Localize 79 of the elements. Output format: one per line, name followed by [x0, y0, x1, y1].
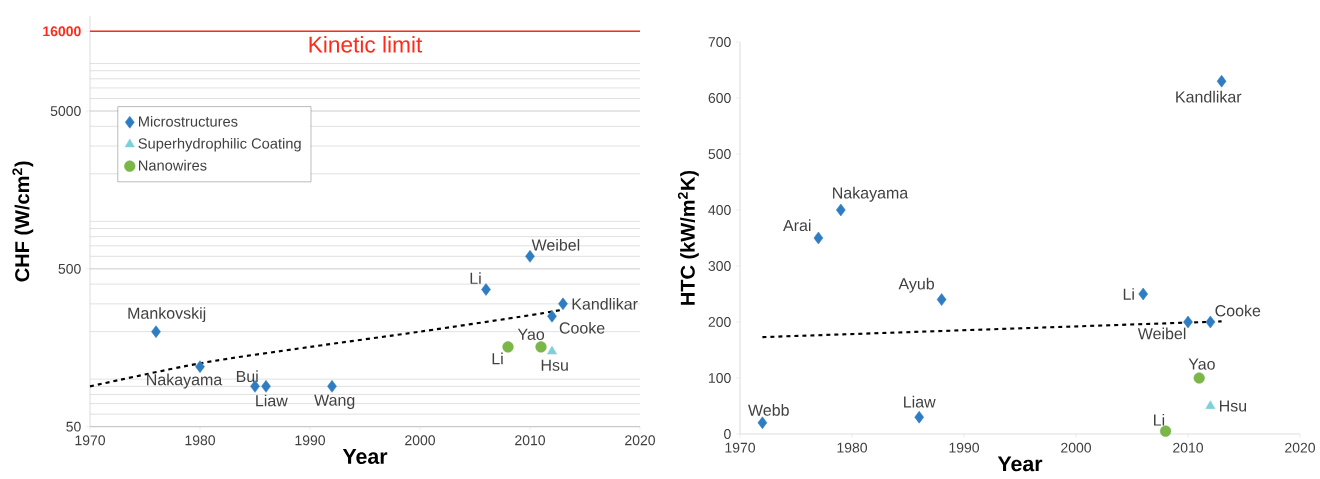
annotation: Mankovskij [128, 307, 206, 323]
y-tick-label: 400 [708, 205, 731, 216]
annotation: Nakayama [833, 186, 909, 202]
y-tick-label: 500 [708, 149, 731, 160]
annotation: Yao [1188, 358, 1215, 370]
annotation: Hsu [1219, 400, 1247, 412]
x-tick-label: 2020 [1285, 442, 1316, 453]
x-tick-label: 1970 [725, 442, 756, 453]
point [1205, 400, 1216, 410]
ref-line-label: Kinetic limit [309, 36, 423, 53]
point [813, 231, 824, 245]
y-axis-title: HTC (kW/m$^{2}$K) [677, 171, 699, 305]
legend-label: Microstructures [139, 116, 238, 127]
x-tick-label: 1980 [185, 435, 216, 446]
point [914, 411, 924, 424]
point [1216, 75, 1227, 88]
point [525, 250, 535, 263]
x-tick-label: 2000 [405, 435, 436, 446]
legend-label: Superhydrophilic Coating [138, 138, 301, 152]
point [261, 380, 271, 393]
annotation: Li [470, 272, 481, 285]
annotation: Kandlikar [1176, 90, 1242, 103]
annotation: Yao [517, 329, 545, 341]
y-axis-title: CHF (W/cm$^{2}$) [12, 161, 34, 282]
y-tick-label: 200 [708, 317, 731, 328]
annotation: Hsu [541, 359, 568, 371]
x-tick-label: 1970 [75, 435, 106, 446]
x-tick-label: 1980 [837, 442, 868, 453]
y-tick-label: 16000 [43, 26, 81, 37]
x-tick-label: 2010 [515, 435, 546, 446]
point [547, 310, 557, 323]
point [1193, 372, 1205, 384]
x-tick-label: 2000 [1061, 442, 1092, 453]
annotation: Weibel [1137, 327, 1186, 340]
x-tick-label: 2010 [1173, 442, 1204, 453]
annotation: Li [1123, 288, 1134, 300]
annotation: Weibel [531, 239, 580, 251]
annotation: Wang [314, 394, 355, 410]
point [836, 203, 846, 217]
y-tick-label: 5000 [50, 106, 81, 117]
x-tick-label: 1990 [949, 442, 980, 453]
point [151, 325, 161, 339]
y-tick-label: 300 [708, 261, 731, 272]
point [1138, 287, 1148, 301]
annotation: Li [1154, 414, 1165, 426]
annotation: Arai [783, 219, 811, 232]
point [936, 293, 947, 307]
x-tick-label: 1990 [295, 435, 326, 446]
point [1160, 425, 1172, 437]
point [481, 283, 491, 296]
annotation: Liaw [904, 396, 936, 408]
y-tick-label: 0 [724, 429, 731, 440]
point [547, 345, 557, 355]
annotation: Ayub [898, 277, 934, 293]
annotation: Li [492, 352, 503, 365]
annotation: Bui [236, 370, 258, 383]
point [757, 416, 768, 430]
y-tick-label: 700 [708, 37, 731, 48]
annotation: Nakayama [147, 373, 223, 389]
annotation: Liaw [256, 394, 288, 407]
annotation: Webb [748, 404, 789, 417]
x-axis-title: Year [342, 449, 388, 465]
x-axis-title: Year [997, 456, 1043, 472]
legend-label: Nanowires [139, 160, 207, 171]
y-tick-label: 50 [66, 421, 81, 432]
point [535, 341, 547, 353]
point [1205, 315, 1216, 329]
point [502, 341, 514, 353]
point [195, 360, 205, 374]
annotation: Kandlikar [572, 298, 638, 310]
point [1183, 315, 1193, 329]
y-tick-label: 500 [58, 264, 81, 274]
point [558, 297, 568, 311]
point [327, 380, 337, 393]
y-tick-label: 100 [709, 373, 731, 384]
x-tick-label: 2020 [625, 435, 656, 446]
annotation: Cooke [559, 322, 605, 334]
y-tick-label: 600 [708, 93, 731, 104]
annotation: Cooke [1215, 304, 1261, 317]
